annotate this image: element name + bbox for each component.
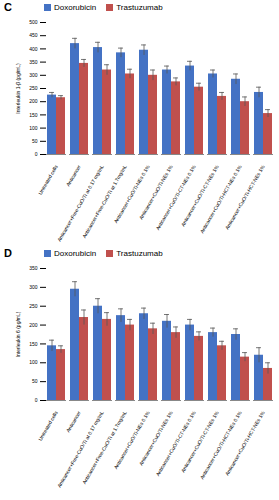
svg-text:Anticancer: Anticancer [65, 410, 82, 434]
svg-text:Anticancer+CuO/Ti-NEs 1%: Anticancer+CuO/Ti-NEs 1% [137, 409, 174, 467]
svg-text:Anticancer+CuO/Ti-CT-NEs 0.1%: Anticancer+CuO/Ti-CT-NEs 0.1% [154, 409, 197, 477]
svg-text:Anticancer+CuO/Ti-HCT-NEs 1%: Anticancer+CuO/Ti-HCT-NEs 1% [224, 163, 266, 230]
svg-text:Anticancer+CuO/Ti-HCT-NEs 1%: Anticancer+CuO/Ti-HCT-NEs 1% [224, 409, 266, 476]
svg-text:500: 500 [29, 19, 38, 25]
svg-text:400: 400 [29, 46, 38, 52]
svg-text:150: 150 [29, 341, 38, 347]
html-text:Doxorubicin: Doxorubicin [54, 2, 97, 12]
svg-text:Anticancer+Free-CuO/Ti at 1.7m: Anticancer+Free-CuO/Ti at 1.7mg/mL [81, 410, 128, 485]
svg-text:Anticancer+CuO/Ti-NEs 0.1%: Anticancer+CuO/Ti-NEs 0.1% [112, 409, 151, 470]
svg-text:450: 450 [29, 32, 38, 38]
svg-text:Interleukin 6 (pg/mL): Interleukin 6 (pg/mL) [15, 311, 21, 357]
svg-text:Interleukin 1-β (pg/mL): Interleukin 1-β (pg/mL) [15, 63, 21, 114]
svg-text:50: 50 [32, 378, 38, 384]
svg-text:Anticancer+CuO/Ti-CT-NEs 1%: Anticancer+CuO/Ti-CT-NEs 1% [180, 163, 220, 227]
svg-text:Anticancer+CuO/Ti-NEs 1%: Anticancer+CuO/Ti-NEs 1% [137, 163, 174, 221]
html-text:C: C [4, 1, 12, 13]
svg-text:Anticancer+Free-CuO/Ti at 0.17: Anticancer+Free-CuO/Ti at 0.17 mg/mL [56, 164, 105, 243]
svg-text:Anticancer+CuO/Ti-CT-NEs 1%: Anticancer+CuO/Ti-CT-NEs 1% [180, 409, 220, 473]
svg-text:350: 350 [29, 59, 38, 65]
html-text:Doxorubicin: Doxorubicin [54, 248, 97, 258]
html-text:Trastuzumab: Trastuzumab [116, 2, 163, 12]
svg-text:0: 0 [35, 397, 38, 403]
svg-text:Anticancer+CuO/Ti-CT-NEs 0.1%: Anticancer+CuO/Ti-CT-NEs 0.1% [154, 163, 197, 231]
svg-text:Anticancer+CuO/Ti-HCT-NEs 0.1%: Anticancer+CuO/Ti-HCT-NEs 0.1% [199, 409, 243, 480]
svg-text:Untreated cells: Untreated cells [37, 163, 59, 195]
svg-text:300: 300 [29, 72, 38, 78]
svg-text:Anticancer+CuO/Ti-HCT-NEs 0.1%: Anticancer+CuO/Ti-HCT-NEs 0.1% [199, 163, 243, 234]
html-text:D: D [4, 247, 12, 259]
svg-text:300: 300 [29, 284, 38, 290]
html-text:Trastuzumab: Trastuzumab [116, 248, 163, 258]
svg-text:0: 0 [35, 151, 38, 157]
svg-text:50: 50 [32, 138, 38, 144]
svg-text:Anticancer+Free-CuO/Ti at 1.7m: Anticancer+Free-CuO/Ti at 1.7mg/mL [81, 164, 128, 239]
svg-text:350: 350 [29, 265, 38, 271]
svg-text:Anticancer+CuO/Ti-NEs 0.1%: Anticancer+CuO/Ti-NEs 0.1% [112, 163, 151, 224]
svg-text:Untreated cells: Untreated cells [37, 409, 59, 441]
svg-text:150: 150 [29, 112, 38, 118]
svg-text:200: 200 [29, 322, 38, 328]
svg-text:200: 200 [29, 98, 38, 104]
svg-text:250: 250 [29, 85, 38, 91]
svg-text:100: 100 [29, 125, 38, 131]
svg-text:Anticancer+Free-CuO/Ti at 0.17: Anticancer+Free-CuO/Ti at 0.17 mg/mL [56, 410, 105, 489]
svg-text:100: 100 [29, 359, 38, 365]
svg-text:Anticancer: Anticancer [65, 164, 82, 188]
svg-text:250: 250 [29, 303, 38, 309]
